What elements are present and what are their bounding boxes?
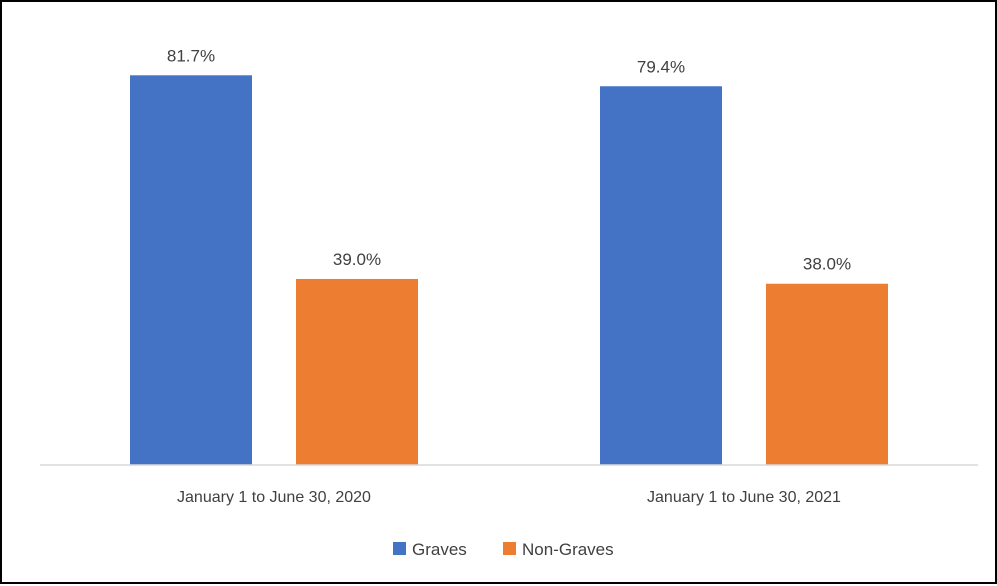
data-label-graves-1: 81.7% [167,46,215,65]
legend-label-non-graves: Non-Graves [522,540,614,559]
legend-swatch-graves [393,542,406,555]
legend-label-graves: Graves [412,540,467,559]
data-label-non-graves-1: 39.0% [333,250,381,269]
legend: Graves Non-Graves [393,540,614,559]
category-labels-layer: January 1 to June 30, 2020 January 1 to J… [177,489,841,506]
bar-non-graves-2 [766,283,888,465]
data-labels-layer: 81.7% 79.4% 39.0% 38.0% [167,46,851,273]
bars-layer [130,75,888,466]
data-label-non-graves-2: 38.0% [803,255,851,274]
bar-non-graves-1 [296,278,418,465]
category-label-2: January 1 to June 30, 2021 [647,489,841,506]
legend-swatch-non-graves [503,542,516,555]
bar-graves-2 [600,86,722,466]
data-label-graves-2: 79.4% [637,57,685,76]
bar-graves-1 [130,75,252,465]
category-label-1: January 1 to June 30, 2020 [177,489,371,506]
